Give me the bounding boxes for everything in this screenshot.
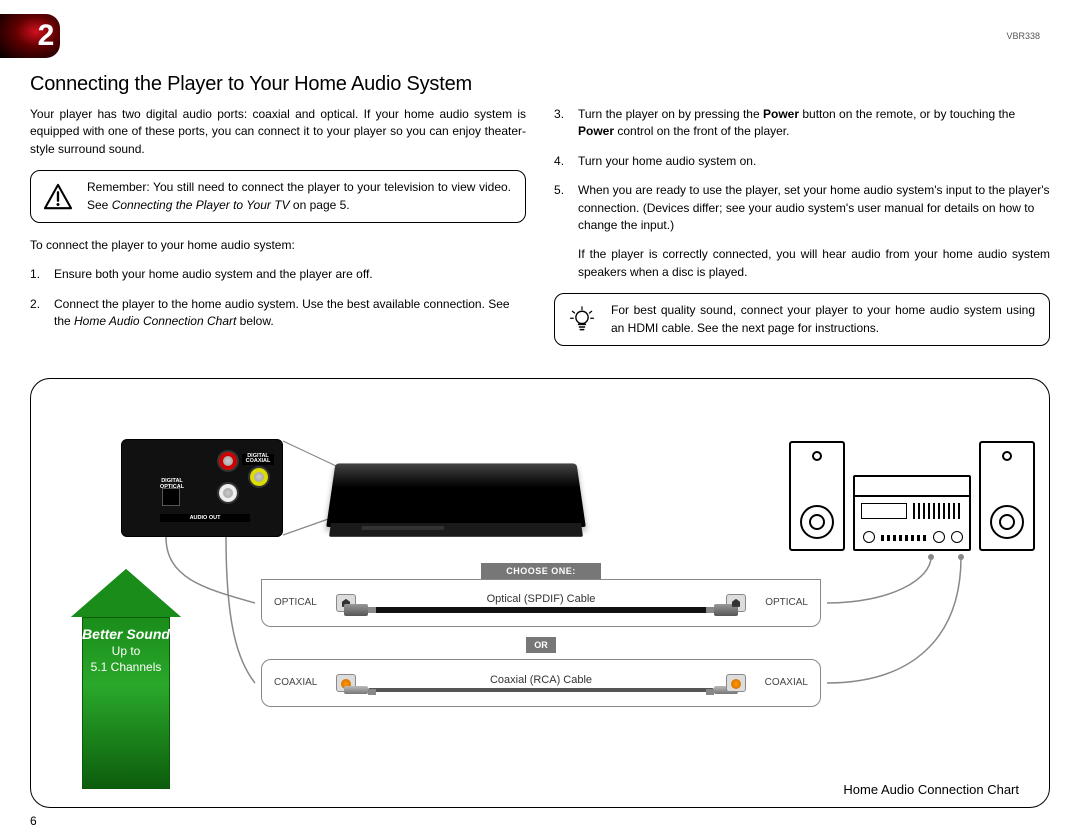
- connection-diagram: Better Sound Up to 5.1 Channels DIGITAL …: [30, 378, 1050, 808]
- coax-cable-graphic: [368, 688, 714, 692]
- result-paragraph: If the player is correctly connected, yo…: [578, 246, 1050, 281]
- speaker-right: [979, 441, 1035, 551]
- page-header: 2 VBR338: [30, 14, 1050, 58]
- optical-left-label: OPTICAL: [274, 597, 330, 608]
- label-digital-coaxial: DIGITAL COAXIAL: [242, 454, 274, 465]
- optical-port: [162, 488, 180, 506]
- audio-receiver: [853, 475, 971, 551]
- model-number: VBR338: [1006, 31, 1040, 41]
- coaxial-port: [248, 466, 270, 488]
- s3c: button on the remote, or by touching the: [799, 107, 1015, 121]
- intro-paragraph: Your player has two digital audio ports:…: [30, 106, 526, 158]
- coax-cable-name: Coaxial (RCA) Cable: [362, 674, 720, 686]
- player-device: [326, 463, 586, 527]
- page-number: 6: [30, 814, 37, 828]
- steps-left: Ensure both your home audio system and t…: [30, 266, 526, 330]
- steps-right: Turn the player on by pressing the Power…: [554, 106, 1050, 234]
- left-column: Your player has two digital audio ports:…: [30, 106, 526, 360]
- right-column: Turn the player on by pressing the Power…: [554, 106, 1050, 360]
- better-sound-arrow: Better Sound Up to 5.1 Channels: [71, 569, 181, 789]
- s3-power2: Power: [578, 124, 614, 138]
- optical-right-label: OPTICAL: [752, 597, 808, 608]
- coax-right-label: COAXIAL: [752, 677, 808, 688]
- note-text-italic: Connecting the Player to Your TV: [112, 198, 290, 212]
- coax-jack-right-icon: [726, 674, 746, 692]
- rca-white-port: [217, 482, 239, 504]
- step-2b: below.: [236, 314, 273, 328]
- step-3: Turn the player on by pressing the Power…: [554, 106, 1050, 141]
- rca-red-port: [217, 450, 239, 472]
- or-separator: OR: [526, 637, 556, 653]
- s3-power1: Power: [763, 107, 799, 121]
- step-4: Turn your home audio system on.: [554, 153, 1050, 170]
- note-text-2: on page 5.: [290, 198, 350, 212]
- warning-note: Remember: You still need to connect the …: [30, 170, 526, 223]
- label-audio-out: AUDIO OUT: [160, 514, 250, 522]
- lightbulb-icon: [567, 306, 597, 334]
- arrow-l2: Up to: [82, 644, 170, 658]
- arrow-l3: 5.1 Channels: [82, 660, 170, 674]
- diagram-caption: Home Audio Connection Chart: [843, 782, 1019, 797]
- coax-left-label: COAXIAL: [274, 677, 330, 688]
- optical-cable-graphic: [368, 607, 714, 613]
- choose-one-header: CHOOSE ONE:: [481, 563, 601, 579]
- tip-note: For best quality sound, connect your pla…: [554, 293, 1050, 346]
- optical-cable-name: Optical (SPDIF) Cable: [362, 593, 720, 605]
- lead-in: To connect the player to your home audio…: [30, 237, 526, 254]
- step-1: Ensure both your home audio system and t…: [30, 266, 526, 283]
- s3a: Turn the player on by pressing the: [578, 107, 763, 121]
- step-2: Connect the player to the home audio sys…: [30, 296, 526, 331]
- s3d: control on the front of the player.: [614, 124, 789, 138]
- optical-cable-option: OPTICAL Optical (SPDIF) Cable OPTICAL: [261, 579, 821, 627]
- player-rear-ports: DIGITAL OPTICAL DIGITAL COAXIAL AUDIO OU…: [121, 439, 283, 537]
- label-digital-optical: DIGITAL OPTICAL: [150, 478, 194, 490]
- speaker-left: [789, 441, 845, 551]
- section-title: Connecting the Player to Your Home Audio…: [30, 73, 1050, 96]
- arrow-title: Better Sound: [82, 626, 170, 642]
- coaxial-cable-option: COAXIAL Coaxial (RCA) Cable COAXIAL: [261, 659, 821, 707]
- tip-text: For best quality sound, connect your pla…: [611, 303, 1035, 334]
- warning-icon: [43, 183, 73, 211]
- chapter-badge: 2: [0, 14, 60, 58]
- step-2-italic: Home Audio Connection Chart: [74, 314, 236, 328]
- text-columns: Your player has two digital audio ports:…: [30, 106, 1050, 360]
- step-5: When you are ready to use the player, se…: [554, 182, 1050, 234]
